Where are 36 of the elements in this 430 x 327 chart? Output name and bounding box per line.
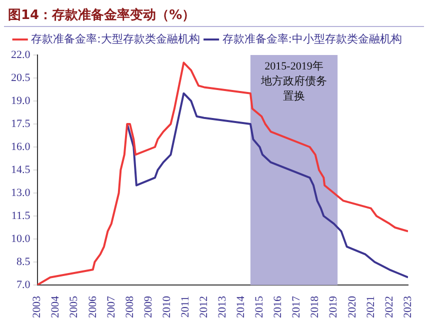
y-tick-label: 7.0 — [16, 278, 31, 291]
y-tick-label: 17.5 — [11, 118, 31, 130]
y-tick-label: 20.5 — [11, 72, 31, 84]
y-tick-label: 14.5 — [11, 164, 31, 176]
y-tick-label: 16.0 — [11, 140, 31, 153]
y-tick-label: 22.0 — [11, 48, 31, 61]
x-tick-label: 2017 — [290, 296, 303, 318]
x-tick-label: 2011 — [179, 296, 192, 318]
x-tick-label: 2004 — [50, 296, 62, 318]
x-tick-label: 2007 — [105, 296, 118, 318]
y-tick-label: 8.5 — [16, 256, 31, 268]
x-tick-label: 2023 — [402, 296, 414, 318]
legend-label: 存款准备金率:中小型存款类金融机构 — [222, 32, 402, 46]
x-tick-label: 2020 — [346, 296, 358, 318]
x-tick-label: 2008 — [124, 296, 136, 318]
x-tick-label: 2009 — [142, 296, 154, 318]
x-tick-label: 2010 — [160, 296, 173, 318]
x-tick-label: 2014 — [235, 296, 248, 318]
y-tick-label: 19.0 — [11, 94, 31, 107]
y-tick-label: 10.0 — [11, 232, 31, 245]
y-tick-label: 11.5 — [11, 210, 31, 222]
x-tick-label: 2022 — [383, 296, 396, 318]
x-tick-label: 2019 — [328, 296, 340, 318]
x-tick-label: 2012 — [198, 296, 210, 318]
x-tick-label: 2003 — [31, 296, 44, 318]
y-tick-label: 13.0 — [11, 186, 31, 199]
x-tick-label: 2021 — [364, 296, 377, 318]
x-tick-label: 2005 — [68, 296, 80, 318]
x-tick-label: 2018 — [309, 296, 322, 318]
band-label: 2015-2019年地方政府债务置换 — [260, 60, 327, 102]
x-tick-label: 2006 — [86, 296, 99, 318]
x-tick-label: 2015 — [254, 296, 266, 318]
x-tick-label: 2013 — [216, 296, 229, 318]
legend-label: 存款准备金率:大型存款类金融机构 — [31, 32, 200, 46]
x-tick-label: 2016 — [272, 296, 284, 318]
chart-title: 图14：存款准备金率变动（%） — [8, 6, 196, 24]
